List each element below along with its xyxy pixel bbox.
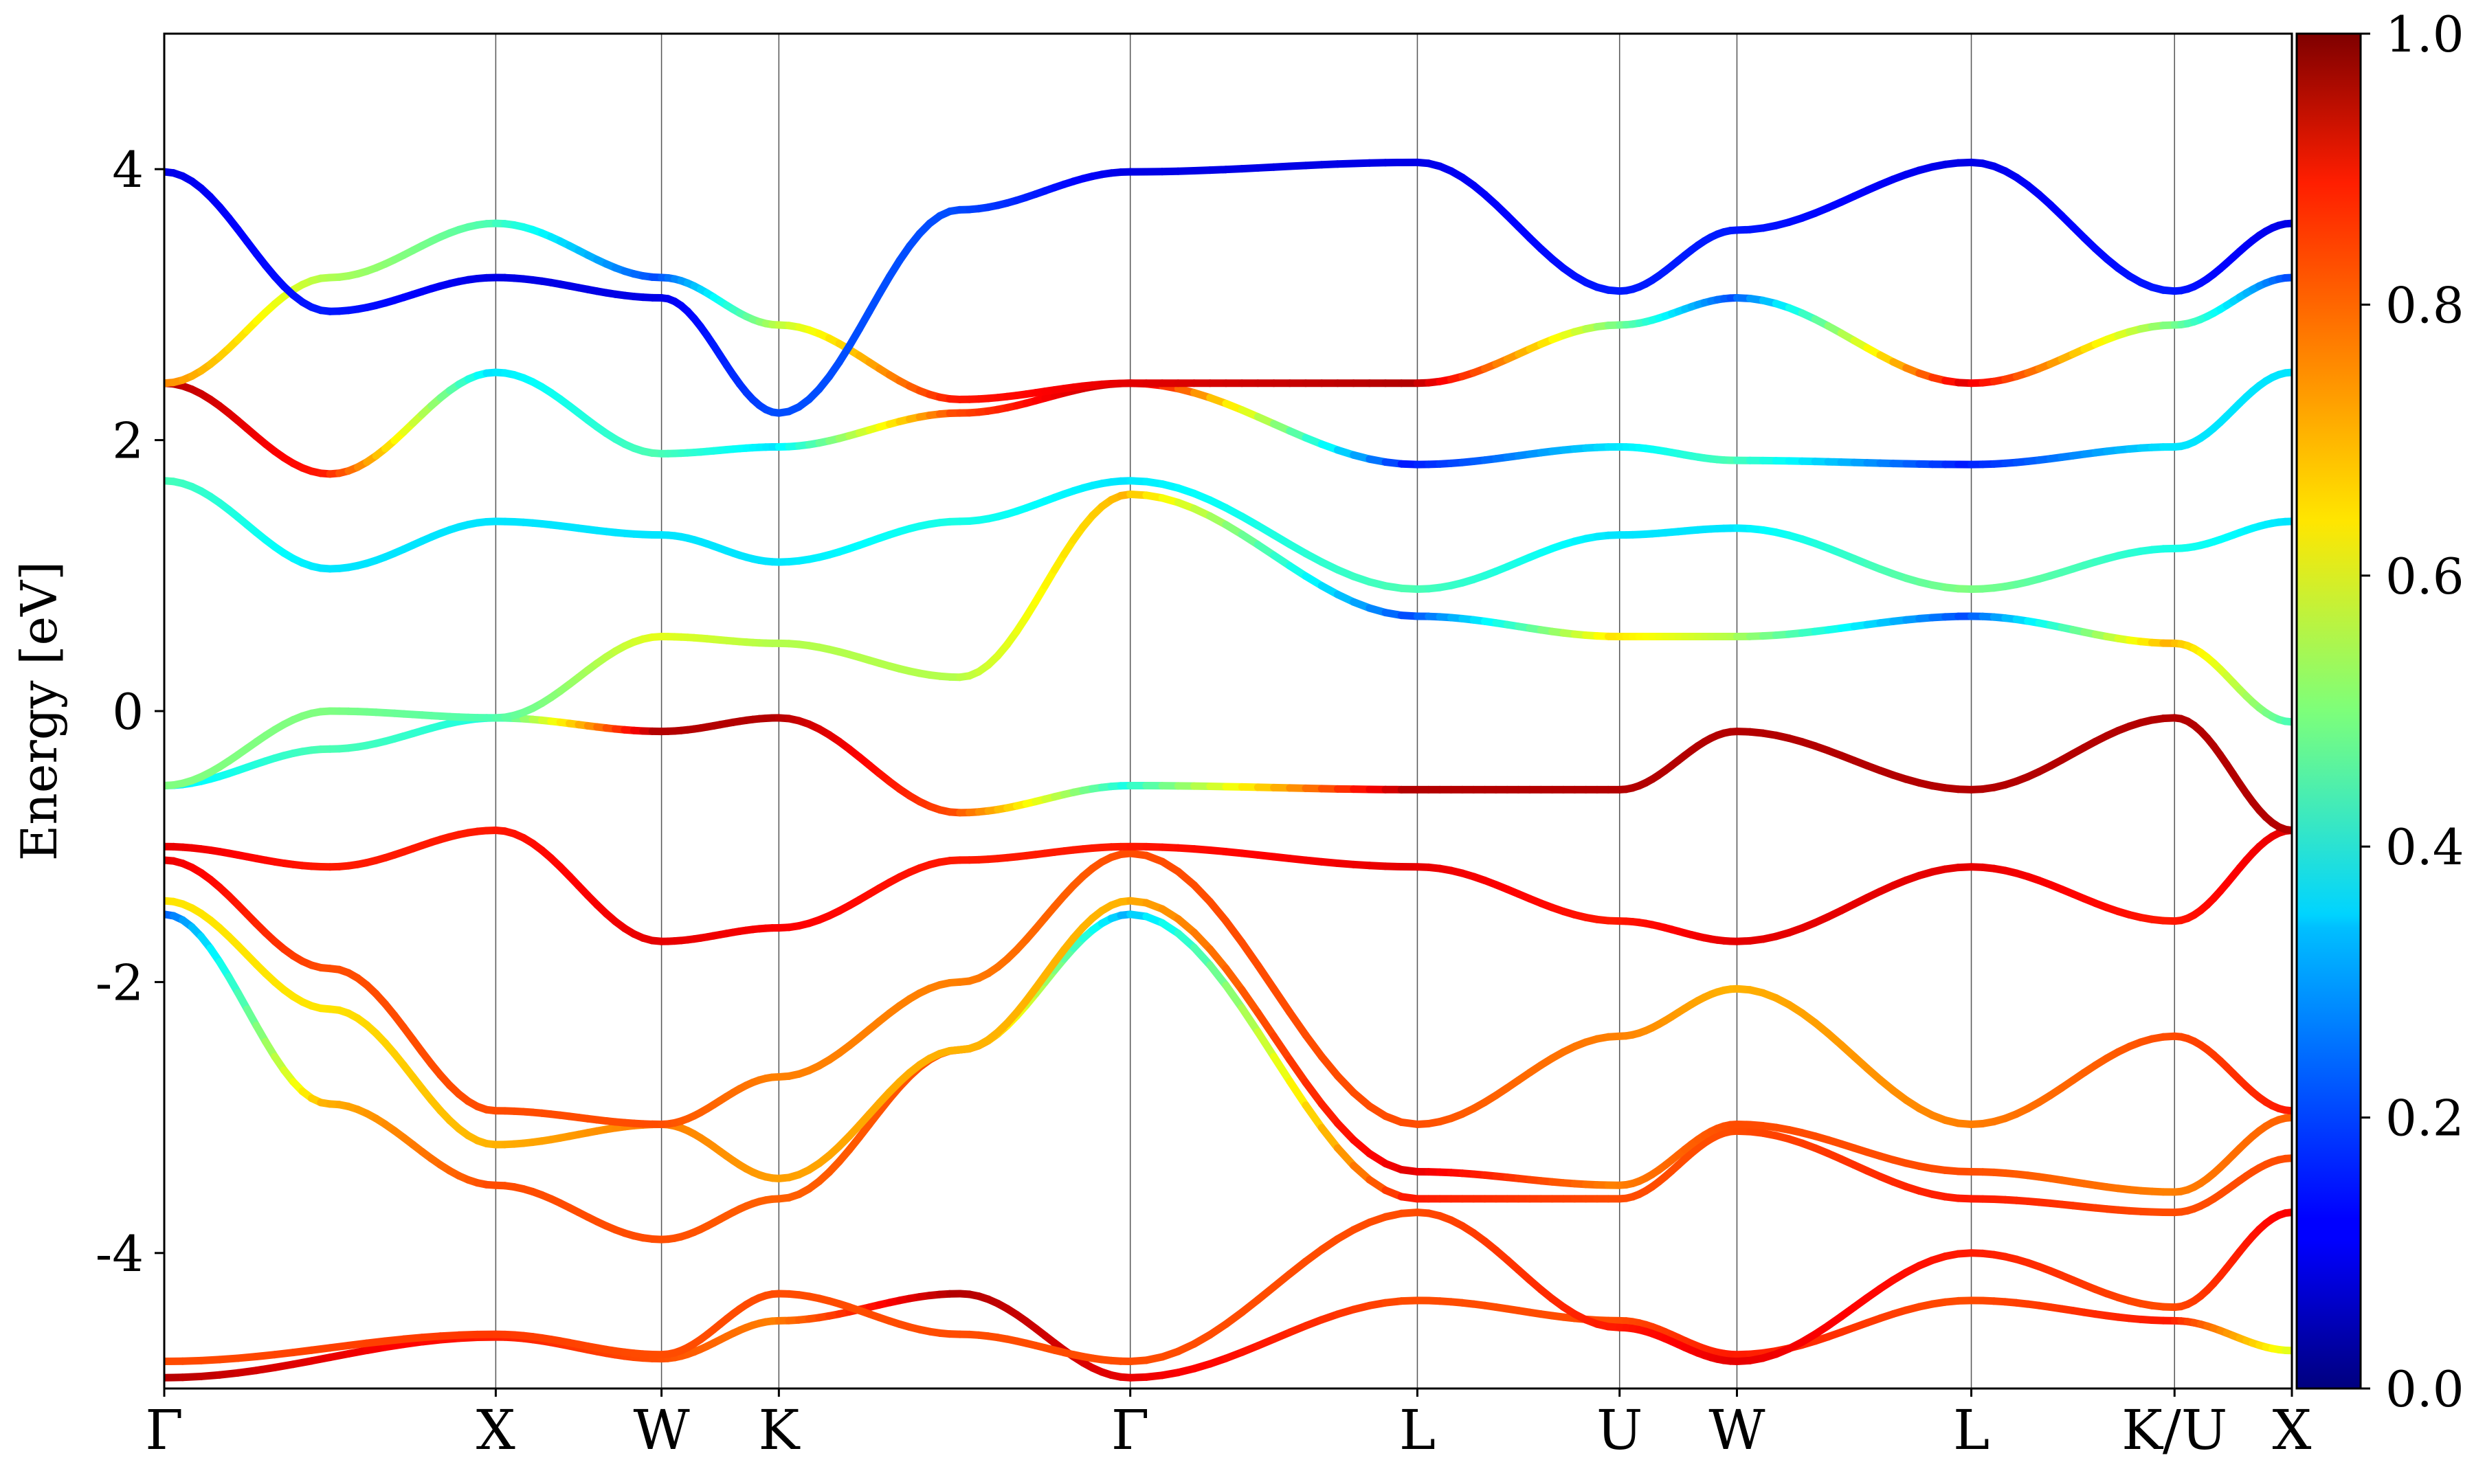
band-segment	[1190, 943, 1214, 969]
band-7	[164, 714, 2292, 835]
x-axis-ticks: Γ X W K Γ L U W L K/U X	[145, 1389, 2312, 1462]
band-4	[164, 897, 2292, 1196]
band-segment	[1286, 1077, 1310, 1110]
x-tick-label: K	[758, 1398, 800, 1462]
band-segment	[1286, 1056, 1310, 1087]
band-segment	[1317, 1123, 1341, 1152]
x-tick-label: L	[1953, 1398, 1990, 1462]
x-tick-label: K/U	[2121, 1398, 2227, 1462]
band-segment	[2282, 219, 2292, 228]
band-9	[164, 477, 2292, 594]
band-segment	[2282, 1154, 2292, 1162]
band-segment	[1238, 1004, 1262, 1036]
x-tick-label: X	[476, 1398, 515, 1462]
colorbar-tick-label: 0.8	[2385, 276, 2464, 334]
band-segment	[1238, 986, 1262, 1017]
band-segment	[2282, 1106, 2292, 1115]
x-tick-label: Γ	[1111, 1398, 1150, 1462]
colorbar-tick-label: 0.2	[2385, 1090, 2464, 1147]
band-segment	[1206, 898, 1230, 925]
band-segment	[1286, 1009, 1310, 1039]
band-5	[164, 849, 2292, 1128]
band-segment	[1317, 1100, 1341, 1127]
y-tick-label: -4	[96, 1225, 144, 1283]
band-segment	[1333, 1119, 1358, 1144]
band-segment	[1302, 1101, 1326, 1132]
band-segment	[1222, 965, 1246, 994]
band-segment	[1253, 961, 1278, 993]
y-tick-label: 4	[112, 141, 144, 199]
colorbar-ticks: 1.0 0.8 0.6 0.4 0.2 0.0	[2361, 5, 2464, 1418]
colorbar-tick-label: 0.0	[2385, 1360, 2464, 1418]
band-segment	[2282, 825, 2292, 835]
band-segment	[2282, 368, 2292, 377]
band-segment	[1270, 1032, 1294, 1064]
y-axis-label: Energy [eV]	[10, 561, 68, 861]
band-segment	[1302, 1031, 1326, 1061]
y-tick-label: 2	[112, 412, 144, 470]
x-tick-label: U	[1596, 1398, 1642, 1462]
band-8	[164, 490, 2292, 789]
y-axis-ticks: 4 2 0 -2 -4	[96, 141, 164, 1283]
x-tick-label: Γ	[145, 1398, 183, 1462]
colorbar-tick-label: 0.6	[2385, 548, 2464, 605]
band-3	[164, 910, 2292, 1244]
band-segment	[1206, 945, 1230, 973]
band-segment	[1253, 1028, 1278, 1061]
band-segment	[1190, 928, 1214, 954]
colorbar	[2295, 32, 2362, 1390]
band-segment	[1206, 961, 1230, 989]
band-2	[164, 1208, 2292, 1366]
band-segment	[1253, 1009, 1278, 1040]
band-segment	[1333, 1072, 1358, 1097]
x-tick-label: W	[633, 1398, 689, 1462]
band-segment	[1317, 1053, 1341, 1080]
band-segment	[2282, 717, 2292, 726]
band-segment	[1222, 917, 1246, 947]
colorbar-tick-label: 1.0	[2385, 5, 2464, 63]
band-12	[164, 158, 2292, 417]
band-lines	[164, 158, 2292, 1382]
band-11	[164, 219, 2292, 403]
x-tick-label: W	[1708, 1398, 1765, 1462]
y-tick-label: 0	[112, 683, 144, 741]
x-tick-label: X	[2273, 1398, 2312, 1462]
band-segment	[1270, 1053, 1294, 1086]
band-segment	[1190, 881, 1214, 906]
band-segment	[1238, 938, 1262, 969]
band-segment	[1302, 1079, 1326, 1108]
high-symmetry-lines	[495, 34, 2175, 1389]
x-tick-label: L	[1399, 1398, 1436, 1462]
y-tick-label: -2	[96, 954, 144, 1011]
colorbar-tick-label: 0.4	[2385, 818, 2464, 876]
band-segment	[1333, 1144, 1358, 1169]
band-segment	[1222, 981, 1246, 1012]
band-segment	[1270, 985, 1294, 1017]
band-6	[164, 827, 2292, 945]
band-10	[164, 368, 2292, 478]
